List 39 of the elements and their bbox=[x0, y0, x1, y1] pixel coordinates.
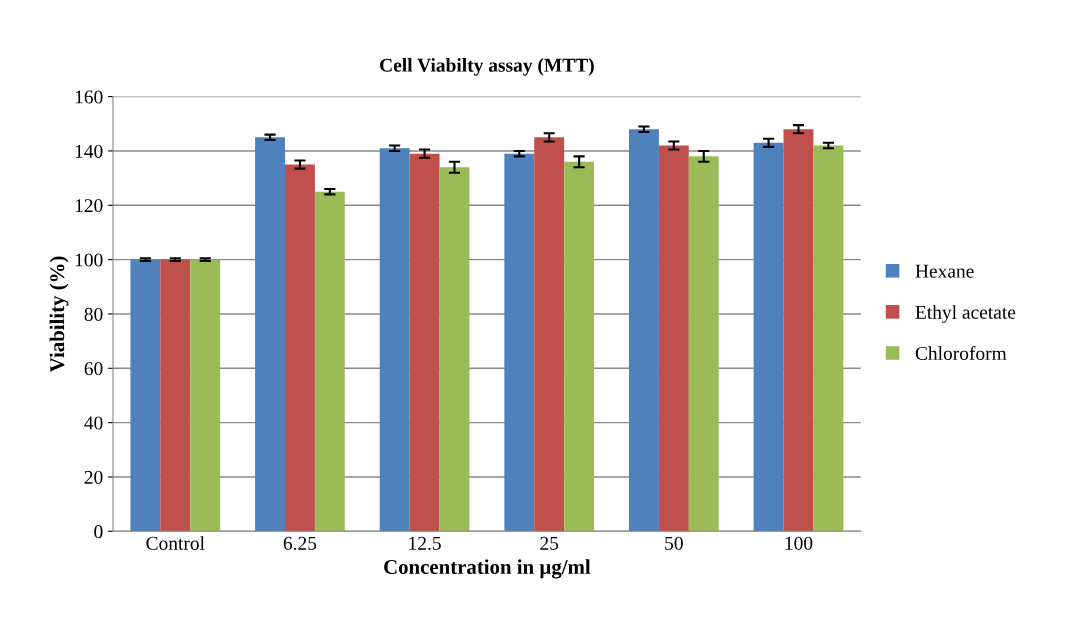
x-tick-label: 12.5 bbox=[409, 536, 441, 550]
bar bbox=[504, 153, 535, 532]
bar bbox=[534, 137, 565, 532]
x-tick-label: 100 bbox=[785, 536, 813, 550]
bar bbox=[255, 137, 285, 532]
bar bbox=[379, 148, 410, 532]
bar bbox=[628, 129, 659, 532]
bar bbox=[564, 161, 595, 532]
x-axis-title: Concentration in µg/ml bbox=[384, 559, 591, 579]
y-tick-label: 160 bbox=[75, 90, 103, 104]
y-tick-label: 120 bbox=[75, 199, 103, 213]
x-tick-label: 25 bbox=[540, 536, 559, 550]
bar bbox=[783, 129, 814, 532]
y-tick-label: 140 bbox=[75, 144, 103, 158]
y-tick-label: 80 bbox=[84, 307, 103, 321]
bar bbox=[190, 259, 221, 532]
bar bbox=[813, 145, 844, 532]
bar bbox=[688, 156, 719, 532]
legend-label: Hexane bbox=[915, 264, 974, 278]
y-tick-label: 20 bbox=[84, 470, 103, 484]
y-tick-label: 100 bbox=[75, 253, 103, 267]
bar bbox=[753, 142, 784, 532]
bar bbox=[160, 259, 191, 532]
y-tick-label: 0 bbox=[94, 525, 103, 539]
legend-label: Chloroform bbox=[915, 346, 1007, 360]
bar bbox=[439, 167, 470, 532]
x-tick-label: Control bbox=[146, 536, 205, 550]
x-tick-label: 6.25 bbox=[283, 536, 317, 550]
x-tick-label: 50 bbox=[665, 536, 683, 550]
y-axis-title: Viability (%) bbox=[49, 256, 69, 373]
y-tick-label: 40 bbox=[84, 416, 103, 430]
bar bbox=[409, 153, 440, 532]
bar bbox=[284, 164, 315, 532]
bar bbox=[314, 191, 345, 532]
chart-title: Cell Viabilty assay (MTT) bbox=[380, 58, 594, 76]
bar bbox=[658, 145, 689, 532]
bar bbox=[130, 259, 161, 532]
y-tick-label: 60 bbox=[84, 362, 103, 376]
legend-label: Ethyl acetate bbox=[915, 305, 1016, 323]
